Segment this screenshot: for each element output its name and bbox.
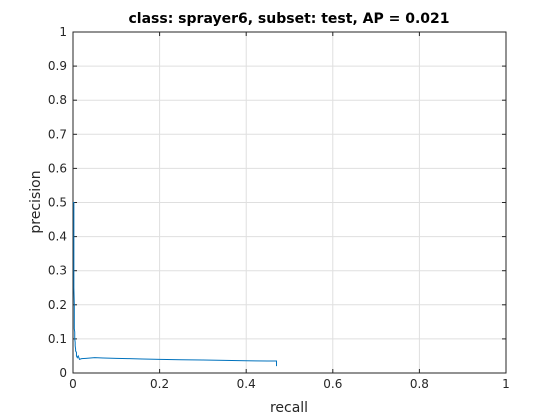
- series: [73, 202, 278, 367]
- x-tick-label: 0.4: [237, 377, 256, 391]
- x-tick-label: 0: [69, 377, 77, 391]
- ticks: 0 0.2 0.4 0.6 0.8 1 0 0.1 0.2 0.3 0.4 0.5 0.6 0.7 0.8 0…: [48, 25, 510, 391]
- x-tick-label: 0.6: [323, 377, 342, 391]
- y-tick-label: 0.4: [48, 230, 67, 244]
- pr-curve-line: [73, 202, 278, 367]
- chart-title: class: sprayer6, subset: test, AP = 0.02…: [129, 11, 450, 27]
- y-tick-label: 0.1: [48, 332, 67, 346]
- y-tick-label: 1: [59, 25, 67, 39]
- x-tick-label: 1: [502, 377, 510, 391]
- y-tick-label: 0: [59, 366, 67, 380]
- y-tick-label: 0.8: [48, 93, 67, 107]
- x-tick-label: 0.8: [410, 377, 429, 391]
- y-tick-label: 0.9: [48, 59, 67, 73]
- y-tick-label: 0.3: [48, 264, 67, 278]
- y-tick-label: 0.7: [48, 127, 67, 141]
- y-axis-label: precision: [28, 170, 44, 233]
- y-tick-label: 0.2: [48, 298, 67, 312]
- x-axis-label: recall: [270, 400, 308, 416]
- y-tick-label: 0.6: [48, 161, 67, 175]
- y-tick-label: 0.5: [48, 196, 67, 210]
- x-tick-label: 0.2: [150, 377, 169, 391]
